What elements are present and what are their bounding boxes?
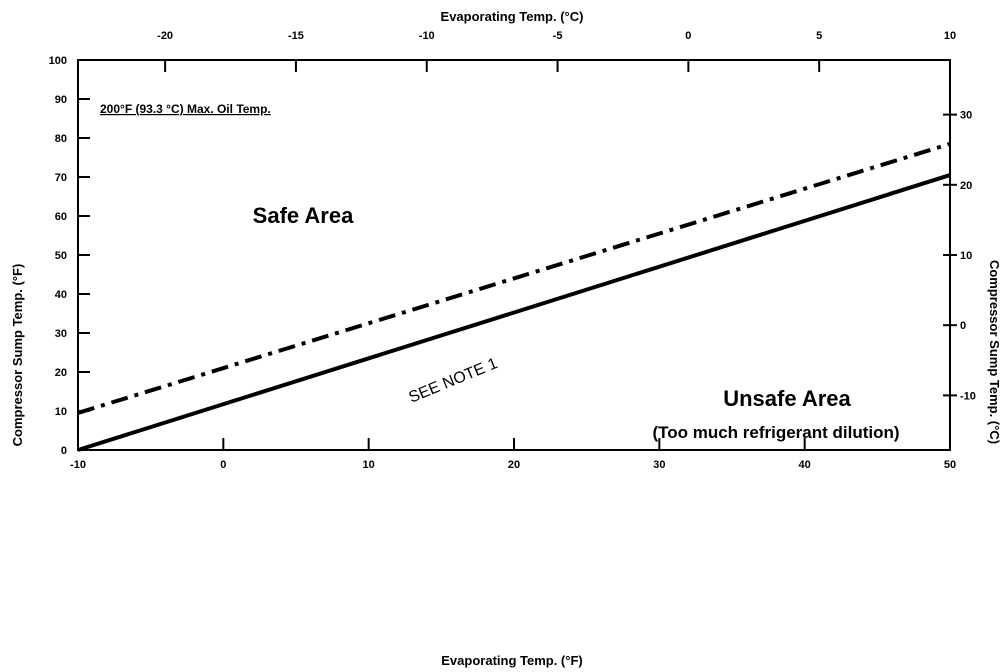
top-x-axis: -20 -15 -10 -5 0 5 10	[157, 30, 956, 72]
right-y-tick-label: -10	[960, 390, 976, 402]
bottom-x-tick-label: 20	[508, 459, 520, 471]
right-y-axis: -10 0 10 20 30	[943, 110, 976, 402]
bottom-x-axis: -10 0 10 20 30 40 50	[70, 438, 956, 471]
left-y-tick-label: 50	[55, 250, 67, 262]
right-y-tick-label: 10	[960, 250, 972, 262]
bottom-x-tick-label: -10	[70, 459, 86, 471]
left-y-tick-label: 10	[55, 406, 67, 418]
left-y-tick-label: 100	[49, 55, 67, 67]
left-y-tick-label: 30	[55, 328, 67, 340]
left-y-tick-label: 80	[55, 133, 67, 145]
bottom-x-axis-title: Evaporating Temp. (°F)	[441, 653, 582, 668]
right-y-axis-title: Compressor Sump Temp. (°C)	[987, 260, 1002, 444]
bottom-x-tick-label: 0	[220, 459, 226, 471]
top-x-axis-title: Evaporating Temp. (°C)	[441, 9, 584, 24]
bottom-x-tick-label: 50	[944, 459, 956, 471]
right-y-tick-label: 30	[960, 110, 972, 122]
top-x-tick-label: 10	[944, 30, 956, 42]
bottom-x-tick-label: 40	[799, 459, 811, 471]
left-y-axis-title: Compressor Sump Temp. (°F)	[10, 264, 25, 447]
left-y-axis: 0 10 20 30 40 50 60 70 80 90 100	[49, 55, 90, 457]
safe-area-label: Safe Area	[253, 203, 354, 228]
left-y-tick-label: 60	[55, 211, 67, 223]
right-y-tick-label: 0	[960, 320, 966, 332]
max-oil-temp-annotation: 200°F (93.3 °C) Max. Oil Temp.	[100, 102, 271, 116]
series-line-solid	[77, 173, 951, 452]
unsafe-area-sublabel: (Too much refrigerant dilution)	[652, 423, 899, 442]
see-note-label: SEE NOTE 1	[406, 355, 500, 407]
top-x-tick-label: -5	[553, 30, 563, 42]
top-x-tick-label: 0	[685, 30, 691, 42]
bottom-x-tick-label: 10	[363, 459, 375, 471]
series-layer	[77, 141, 951, 452]
left-y-tick-label: 90	[55, 94, 67, 106]
top-x-tick-label: -10	[419, 30, 435, 42]
left-y-tick-label: 40	[55, 289, 67, 301]
left-y-tick-label: 0	[61, 445, 67, 457]
top-x-tick-label: -20	[157, 30, 173, 42]
right-y-tick-label: 20	[960, 180, 972, 192]
bottom-x-tick-label: 30	[653, 459, 665, 471]
series-line-dash-dot	[77, 141, 951, 415]
left-y-tick-label: 70	[55, 172, 67, 184]
top-x-tick-label: 5	[816, 30, 822, 42]
top-x-tick-label: -15	[288, 30, 304, 42]
unsafe-area-label: Unsafe Area	[723, 386, 851, 411]
left-y-tick-label: 20	[55, 367, 67, 379]
